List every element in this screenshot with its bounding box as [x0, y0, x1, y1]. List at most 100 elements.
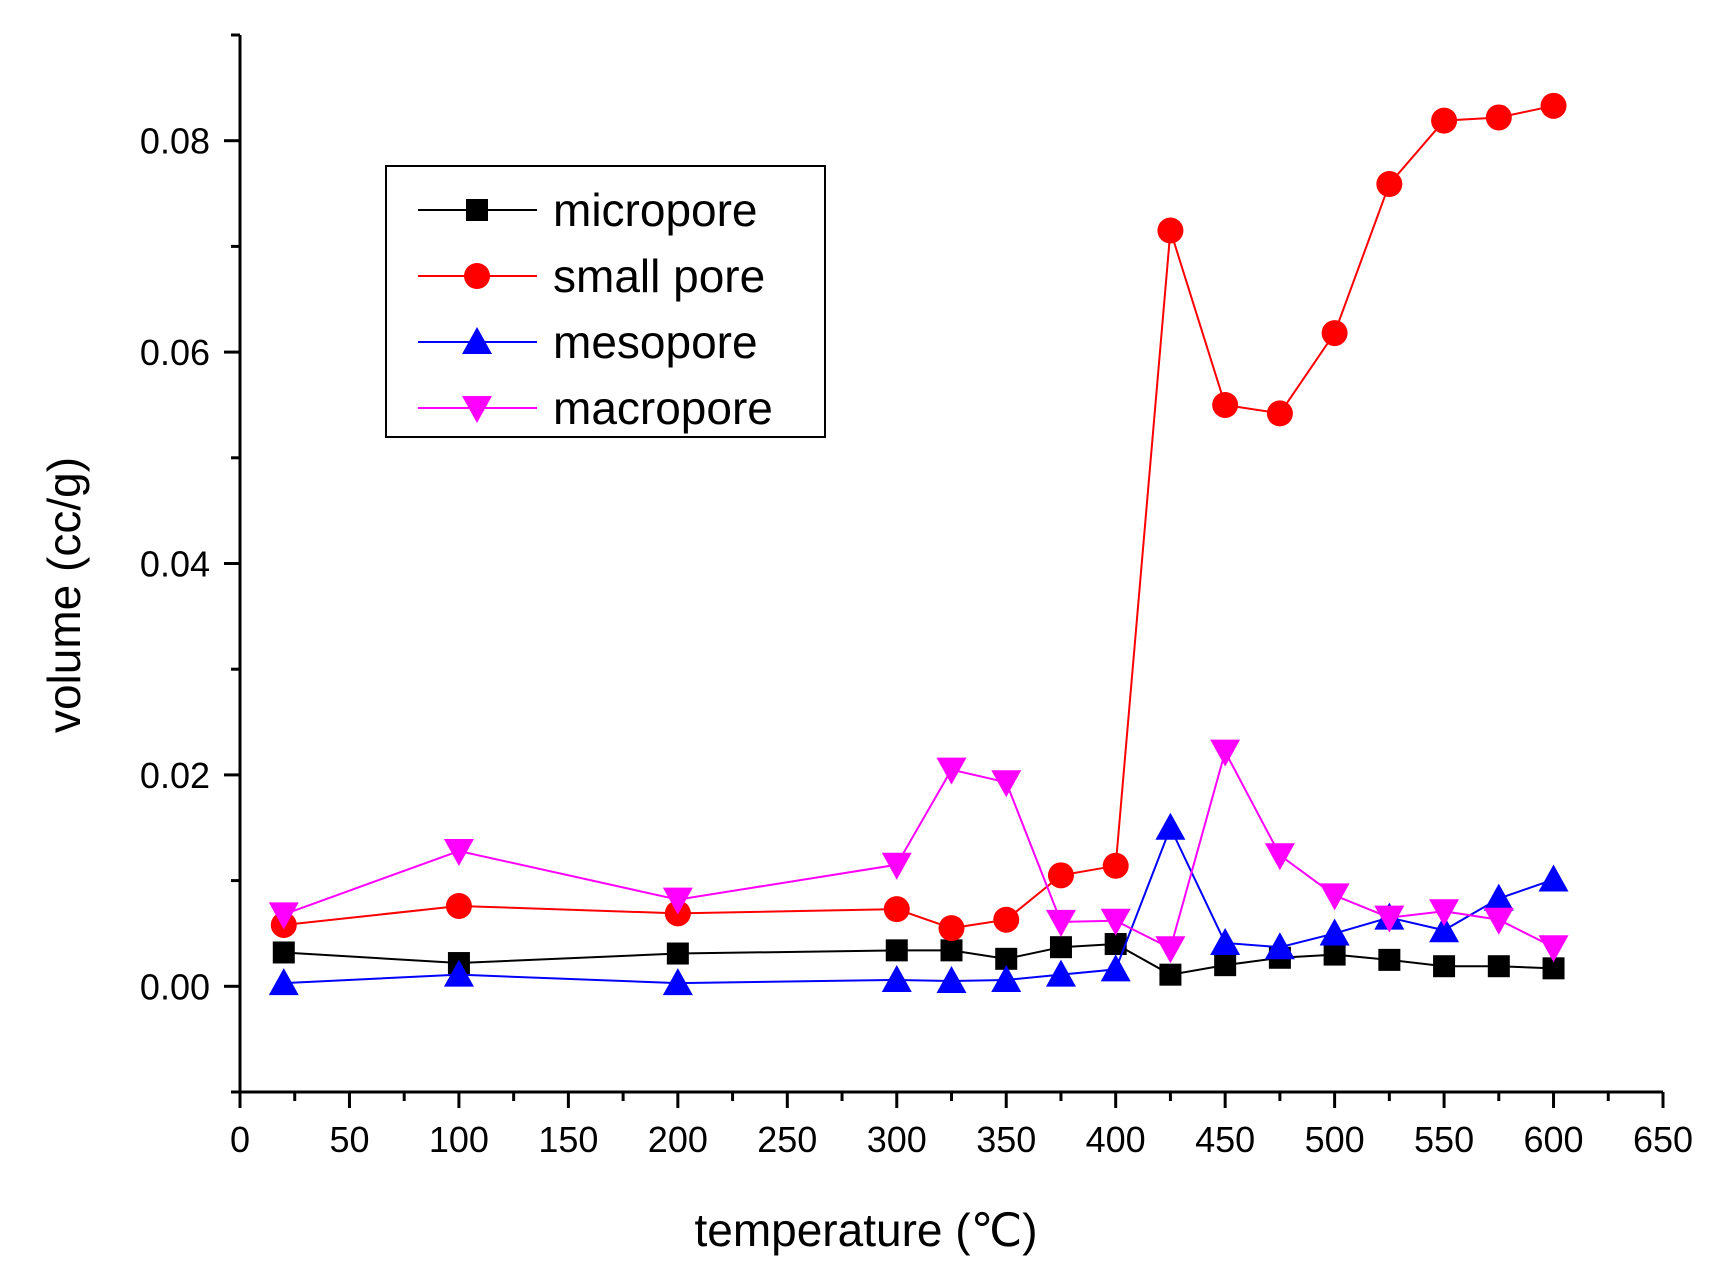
data-point-micropore	[995, 947, 1018, 970]
data-point-mesopore	[1155, 812, 1186, 840]
data-point-small-pore	[1102, 852, 1129, 879]
data-point-small-pore	[1212, 391, 1239, 418]
data-point-micropore	[1378, 948, 1401, 971]
y-tick-label: 0.06	[140, 332, 210, 373]
y-tick-label: 0.02	[140, 755, 210, 796]
x-tick-label: 200	[648, 1119, 708, 1160]
y-tick-label: 0.04	[140, 544, 210, 585]
data-point-macropore	[1264, 843, 1295, 871]
data-point-mesopore	[1538, 864, 1569, 892]
series-line-mesopore	[283, 825, 1554, 985]
x-tick-label: 650	[1633, 1119, 1693, 1160]
data-point-macropore	[1319, 883, 1350, 911]
y-axis-title: volume (cc/g)	[38, 457, 90, 733]
series-mesopore	[268, 812, 1569, 996]
data-point-mesopore	[1045, 959, 1076, 987]
data-point-macropore	[1538, 935, 1569, 963]
x-axis-title: temperature (℃)	[694, 1204, 1037, 1256]
data-point-mesopore	[936, 966, 967, 994]
y-tick-label: 0.00	[140, 966, 210, 1007]
data-point-micropore	[666, 942, 689, 965]
data-point-macropore	[1483, 907, 1514, 935]
data-point-macropore	[1210, 739, 1241, 767]
series-macropore	[268, 739, 1569, 964]
legend-marker-small-pore	[464, 263, 490, 289]
data-point-small-pore	[883, 896, 910, 923]
x-tick-label: 250	[757, 1119, 817, 1160]
data-point-micropore	[885, 939, 908, 962]
data-point-macropore	[268, 902, 299, 930]
data-point-small-pore	[1266, 400, 1293, 427]
x-tick-label: 300	[867, 1119, 927, 1160]
axes: 0 50 100 150 200 250 300 350 400 450 500 550 600 650 0…	[140, 33, 1693, 1160]
data-point-micropore	[1487, 955, 1510, 978]
x-tick-label: 600	[1523, 1119, 1583, 1160]
data-point-mesopore	[1210, 927, 1241, 955]
series-line-macropore	[283, 748, 1554, 950]
x-tick-label: 550	[1414, 1119, 1474, 1160]
data-point-macropore	[991, 770, 1022, 798]
legend-label-macropore: macropore	[553, 382, 773, 434]
x-tick-label: 450	[1195, 1119, 1255, 1160]
data-point-small-pore	[1321, 320, 1348, 347]
data-point-micropore	[1542, 957, 1565, 980]
data-point-mesopore	[268, 968, 299, 996]
data-point-mesopore	[1429, 915, 1460, 943]
series-small-pore	[270, 92, 1567, 942]
legend-marker-mesopore	[462, 327, 492, 354]
data-point-small-pore	[1376, 171, 1403, 198]
y-tick-label: 0.08	[140, 121, 210, 162]
data-point-mesopore	[1319, 918, 1350, 946]
data-point-micropore	[1159, 963, 1182, 986]
series-line-micropore	[283, 943, 1554, 976]
data-point-mesopore	[1264, 932, 1295, 960]
data-point-small-pore	[938, 915, 965, 942]
x-tick-label: 400	[1086, 1119, 1146, 1160]
legend-box	[385, 165, 826, 438]
legend-marker-macropore	[462, 396, 492, 423]
data-point-mesopore	[881, 964, 912, 992]
data-point-mesopore	[1100, 954, 1131, 982]
data-point-mesopore	[443, 959, 474, 987]
legend-label-small-pore: small pore	[553, 250, 765, 302]
data-point-macropore	[1100, 908, 1131, 936]
series-micropore	[272, 933, 1565, 986]
data-point-mesopore	[1483, 883, 1514, 911]
x-tick-label: 150	[538, 1119, 598, 1160]
data-point-micropore	[272, 941, 295, 964]
legend-label-mesopore: mesopore	[553, 316, 758, 368]
series-line-small-pore	[283, 104, 1554, 930]
data-point-macropore	[443, 839, 474, 867]
data-point-small-pore	[1431, 107, 1458, 134]
legend-label-micropore: micropore	[553, 184, 758, 236]
x-tick-label: 50	[329, 1119, 369, 1160]
legend-marker-micropore	[466, 199, 488, 221]
data-point-micropore	[940, 939, 963, 962]
data-point-macropore	[1374, 905, 1405, 933]
x-tick-label: 500	[1305, 1119, 1365, 1160]
data-point-small-pore	[993, 906, 1020, 933]
data-point-micropore	[1214, 954, 1237, 977]
data-point-small-pore	[1047, 862, 1074, 889]
x-tick-label: 0	[230, 1119, 250, 1160]
data-point-macropore	[881, 852, 912, 880]
data-point-mesopore	[991, 964, 1022, 992]
data-point-micropore	[1433, 955, 1456, 978]
data-point-small-pore	[1485, 104, 1512, 131]
data-point-small-pore	[1540, 92, 1567, 119]
data-point-macropore	[1045, 909, 1076, 937]
data-point-micropore	[1323, 943, 1346, 966]
data-point-micropore	[1104, 933, 1127, 956]
x-tick-label: 100	[429, 1119, 489, 1160]
legend: micropore small pore mesopore macropore	[385, 165, 826, 438]
data-point-macropore	[1155, 936, 1186, 964]
data-point-mesopore	[662, 968, 693, 996]
x-tick-label: 350	[976, 1119, 1036, 1160]
series-layer	[268, 92, 1569, 996]
data-point-macropore	[1429, 899, 1460, 927]
data-point-macropore	[936, 757, 967, 785]
data-point-small-pore	[445, 892, 472, 919]
data-point-macropore	[662, 887, 693, 915]
